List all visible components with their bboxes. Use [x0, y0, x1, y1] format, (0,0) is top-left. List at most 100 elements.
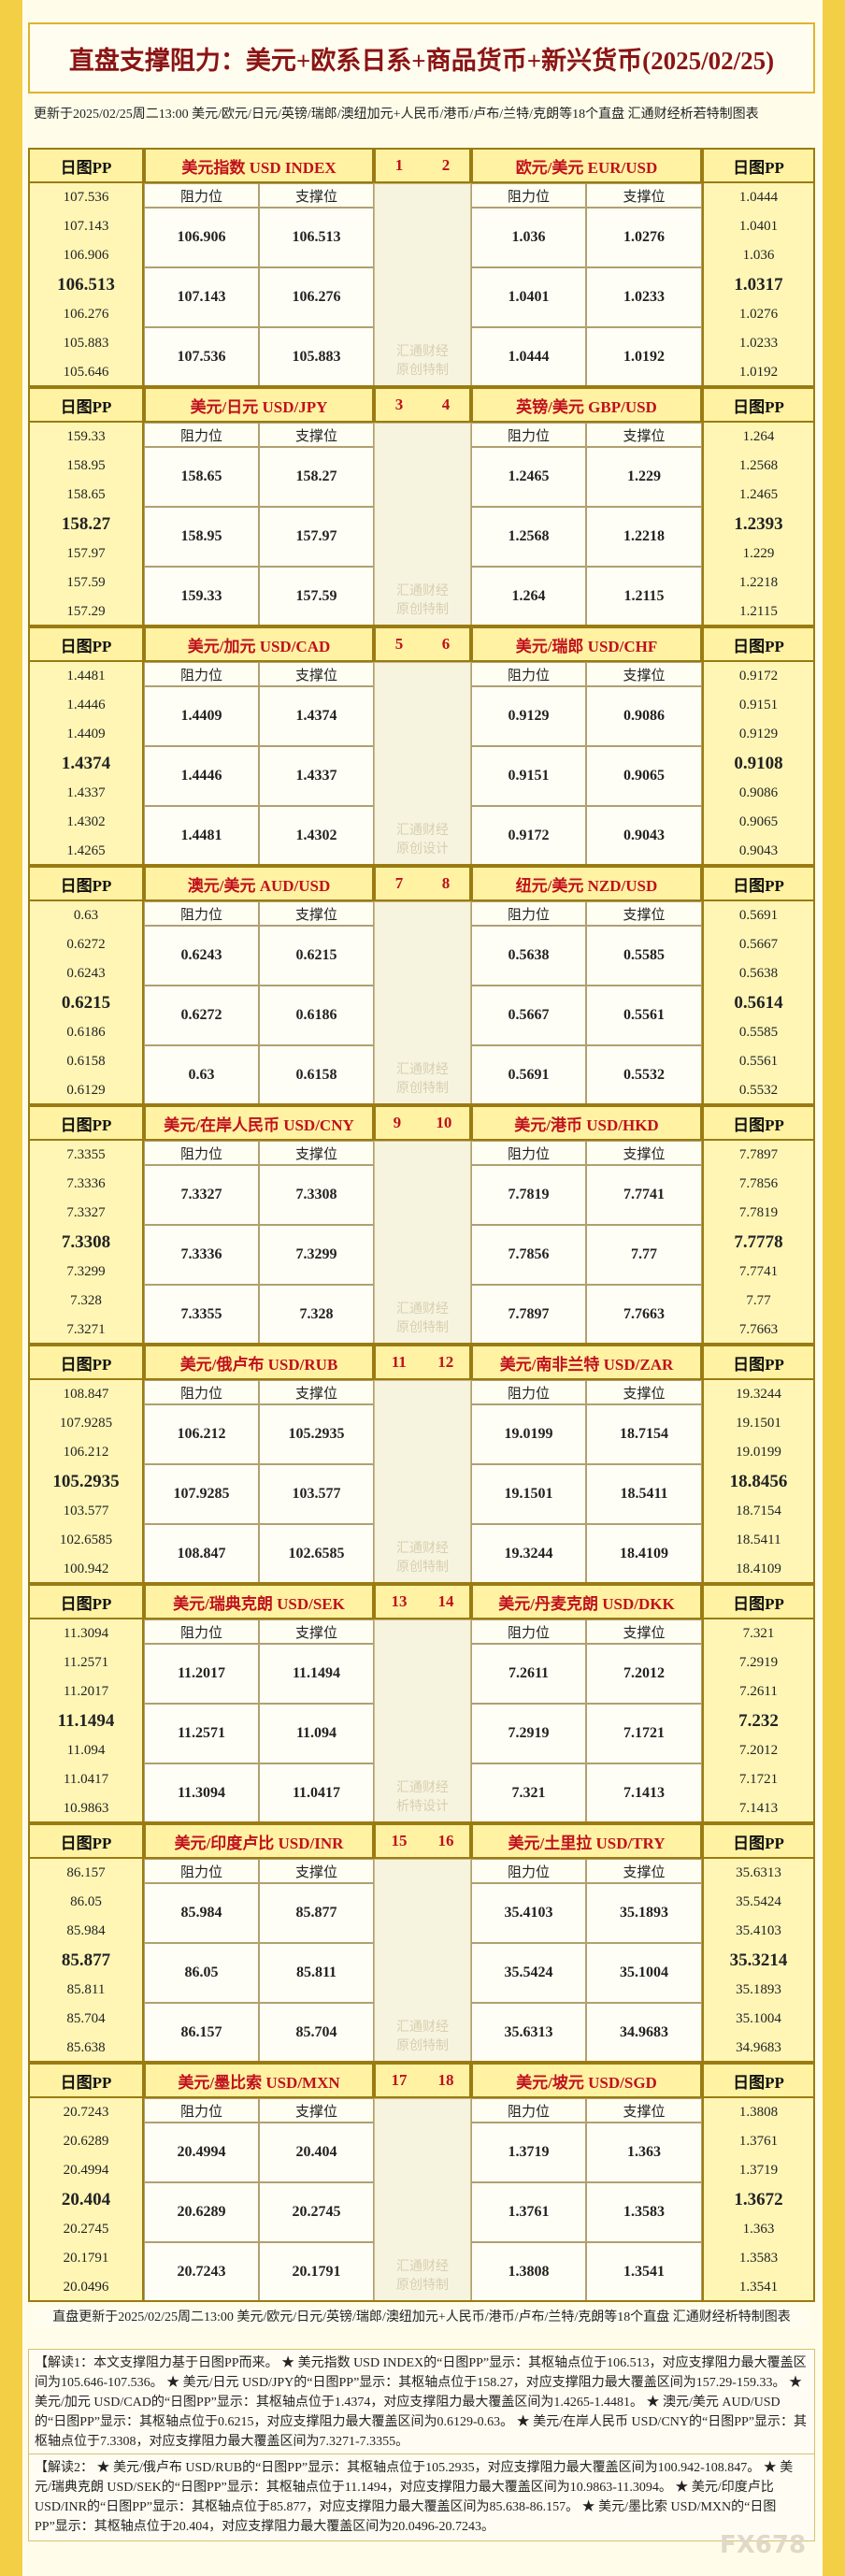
pp-value: 107.536 — [63, 190, 109, 206]
pp-value: 35.5424 — [736, 1894, 781, 1910]
watermark-text: 原创特制 — [396, 1082, 449, 1096]
support: 1.229 — [586, 447, 702, 507]
pp-column — [28, 1859, 144, 2063]
pp-value: 7.2611 — [739, 1684, 778, 1700]
resistance: 1.3761 — [471, 2182, 586, 2242]
pair-name: 美元/南非兰特 USD/ZAR — [471, 1345, 702, 1380]
res-header: 阻力位 — [471, 1859, 586, 1883]
pair-name: 美元/印度卢比 USD/INR — [144, 1823, 374, 1859]
pp-header: 日图PP — [28, 1105, 144, 1141]
watermark-text: 析特设计 — [396, 1800, 449, 1814]
pp-value: 103.577 — [63, 1503, 109, 1518]
pivot-value: 11.1494 — [57, 1710, 115, 1731]
pp-value: 18.7154 — [736, 1503, 781, 1518]
support: 11.1494 — [259, 1644, 374, 1704]
support: 34.9683 — [586, 2003, 702, 2063]
pair-number: 9 — [393, 1114, 402, 1131]
resistance: 85.984 — [144, 1883, 259, 1943]
pair-number: 4 — [441, 396, 451, 413]
watermark-text: 原创特制 — [396, 2279, 449, 2293]
resistance: 1.264 — [471, 567, 586, 626]
pp-value: 1.3583 — [738, 2250, 779, 2266]
pivot-value: 1.4374 — [61, 753, 111, 773]
sup-header: 支撑位 — [259, 1859, 374, 1883]
support: 158.27 — [259, 447, 374, 507]
pp-column — [28, 1141, 144, 1345]
pp-value: 108.847 — [63, 1387, 109, 1403]
pp-value: 102.6585 — [59, 1532, 113, 1547]
watermark-text: 原创特制 — [396, 1321, 449, 1335]
pair-name: 英镑/美元 GBP/USD — [471, 387, 702, 423]
resistance: 86.157 — [144, 2003, 259, 2063]
pp-header: 日图PP — [28, 626, 144, 662]
support: 20.2745 — [259, 2182, 374, 2242]
pair-name: 纽元/美元 NZD/USD — [471, 866, 702, 901]
pp-value: 1.264 — [742, 429, 775, 445]
support: 0.9043 — [586, 806, 702, 866]
pp-header: 日图PP — [702, 148, 815, 183]
support: 7.3308 — [259, 1165, 374, 1225]
resistance: 1.036 — [471, 208, 586, 267]
pair-name: 美元/瑞郎 USD/CHF — [471, 626, 702, 662]
pivot-value: 85.877 — [61, 1950, 111, 1970]
resistance: 7.3336 — [144, 1225, 259, 1285]
pp-value: 0.5561 — [738, 1053, 779, 1069]
watermark-text: 汇通财经 — [396, 1302, 449, 1317]
resistance: 7.3355 — [144, 1285, 259, 1345]
support: 7.328 — [259, 1285, 374, 1345]
support: 105.883 — [259, 327, 374, 387]
support: 157.59 — [259, 567, 374, 626]
sup-header: 支撑位 — [586, 1859, 702, 1883]
pp-value: 86.157 — [66, 1865, 106, 1881]
pp-value: 7.7663 — [738, 1321, 779, 1337]
sup-header: 支撑位 — [259, 183, 374, 208]
pp-value: 7.3271 — [66, 1321, 106, 1337]
pivot-value: 1.3672 — [734, 2189, 783, 2209]
pp-value: 85.811 — [66, 1981, 106, 1997]
watermark-text: 汇通财经 — [396, 1063, 449, 1077]
pp-header: 日图PP — [28, 1584, 144, 1619]
support: 7.7663 — [586, 1285, 702, 1345]
pp-value: 158.95 — [66, 458, 106, 474]
resistance: 7.2611 — [471, 1644, 586, 1704]
pair-number: 10 — [436, 1114, 452, 1131]
sup-header: 支撑位 — [586, 1380, 702, 1404]
pp-value: 10.9863 — [63, 1800, 109, 1816]
resistance: 20.4994 — [144, 2123, 259, 2182]
pp-value: 0.5667 — [738, 937, 779, 953]
res-header: 阻力位 — [471, 1619, 586, 1644]
pair-number: 15 — [391, 1832, 408, 1849]
watermark: 汇通财经 原创特制 — [374, 1859, 471, 2063]
watermark-text: 汇通财经 — [396, 584, 449, 598]
pp-value: 7.321 — [742, 1626, 775, 1642]
pp-value: 1.2115 — [739, 603, 778, 619]
watermark-text: 汇通财经 — [396, 2260, 449, 2274]
update-line: 更新于2025/02/25周二13:00 美元/欧元/日元/英镑/瑞郎/澳纽加元… — [34, 108, 759, 122]
pivot-value: 1.2393 — [734, 513, 783, 534]
pp-value: 1.3808 — [738, 2105, 779, 2121]
pivot-value: 35.3214 — [729, 1950, 788, 1970]
pp-header: 日图PP — [702, 1345, 815, 1380]
pp-value: 0.6158 — [66, 1053, 106, 1069]
res-header: 阻力位 — [471, 2098, 586, 2123]
note-2: 【解读2： ★ 美元/俄卢布 USD/RUB的“日图PP”显示：其枢轴点位于10… — [28, 2454, 815, 2541]
pair-name: 美元/土里拉 USD/TRY — [471, 1823, 702, 1859]
resistance: 106.212 — [144, 1404, 259, 1464]
pair-name: 澳元/美元 AUD/USD — [144, 866, 374, 901]
pp-value: 159.33 — [66, 429, 106, 445]
resistance: 20.7243 — [144, 2242, 259, 2302]
pp-value: 1.0192 — [738, 364, 779, 380]
pp-value: 85.984 — [66, 1923, 106, 1939]
resistance: 19.3244 — [471, 1524, 586, 1584]
pp-value: 1.2465 — [738, 487, 779, 503]
pp-value: 7.3299 — [66, 1263, 106, 1279]
pp-column — [702, 423, 815, 626]
resistance: 0.6272 — [144, 986, 259, 1045]
pair-numbers: 15 16 — [374, 1823, 471, 1859]
resistance: 0.9129 — [471, 686, 586, 746]
pair-number: 8 — [441, 874, 451, 892]
pp-value: 1.036 — [742, 248, 775, 264]
watermark: 汇通财经 析特设计 — [374, 1619, 471, 1823]
